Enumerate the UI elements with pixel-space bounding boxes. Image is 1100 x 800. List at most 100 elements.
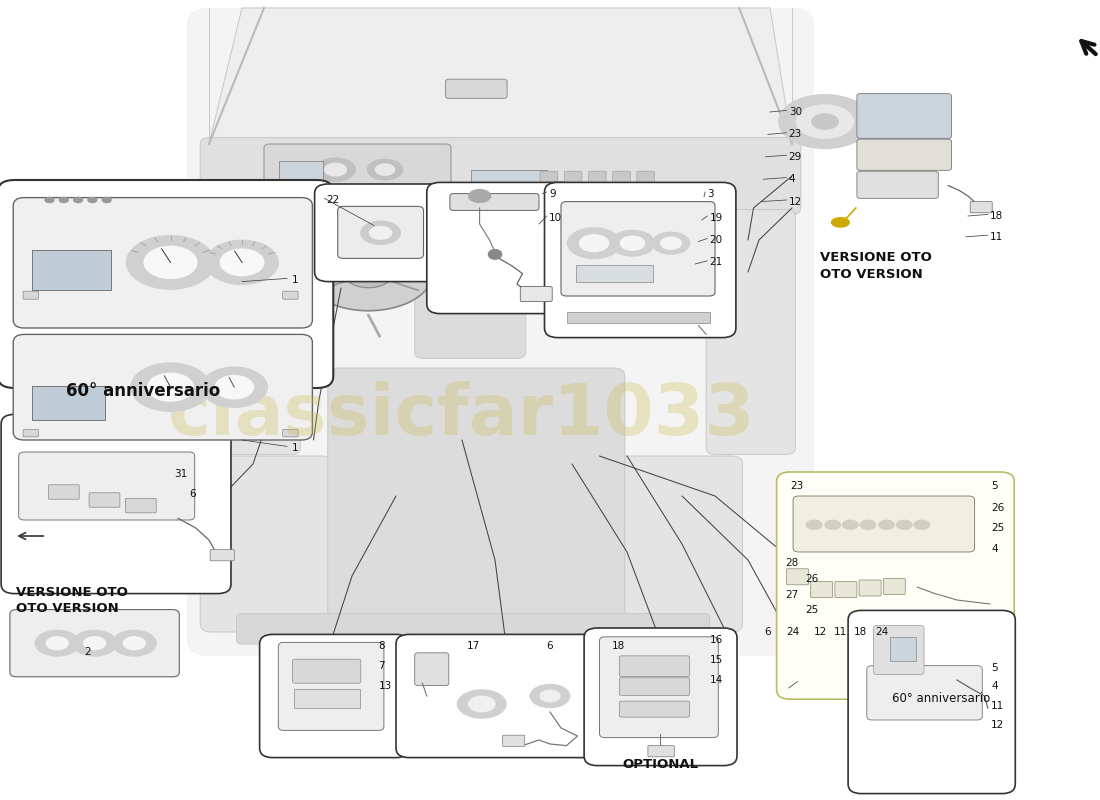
FancyBboxPatch shape bbox=[338, 206, 424, 258]
Text: 16: 16 bbox=[710, 635, 723, 645]
FancyBboxPatch shape bbox=[786, 569, 808, 585]
FancyBboxPatch shape bbox=[293, 659, 361, 683]
FancyBboxPatch shape bbox=[970, 202, 992, 213]
Ellipse shape bbox=[796, 105, 854, 138]
Text: 11: 11 bbox=[834, 627, 847, 637]
FancyBboxPatch shape bbox=[415, 186, 526, 358]
Polygon shape bbox=[305, 237, 432, 310]
FancyBboxPatch shape bbox=[0, 180, 333, 388]
FancyBboxPatch shape bbox=[450, 194, 539, 210]
FancyBboxPatch shape bbox=[236, 614, 710, 644]
FancyBboxPatch shape bbox=[811, 582, 833, 598]
Text: 4: 4 bbox=[991, 682, 998, 691]
FancyBboxPatch shape bbox=[32, 250, 111, 290]
Ellipse shape bbox=[370, 226, 392, 239]
Ellipse shape bbox=[914, 520, 929, 530]
Ellipse shape bbox=[469, 696, 495, 712]
Text: 11: 11 bbox=[991, 701, 1004, 710]
FancyBboxPatch shape bbox=[619, 678, 690, 695]
Ellipse shape bbox=[375, 164, 395, 175]
Text: 18: 18 bbox=[990, 211, 1003, 221]
Text: 5: 5 bbox=[991, 482, 998, 491]
FancyBboxPatch shape bbox=[867, 666, 982, 720]
FancyBboxPatch shape bbox=[648, 746, 674, 757]
FancyBboxPatch shape bbox=[396, 634, 604, 758]
Text: 24: 24 bbox=[876, 627, 889, 637]
FancyBboxPatch shape bbox=[619, 701, 690, 717]
FancyBboxPatch shape bbox=[588, 171, 606, 193]
FancyBboxPatch shape bbox=[857, 171, 938, 198]
Text: 24: 24 bbox=[786, 627, 800, 637]
Ellipse shape bbox=[123, 637, 145, 650]
Text: 11: 11 bbox=[990, 232, 1003, 242]
Text: 13: 13 bbox=[378, 682, 392, 691]
Ellipse shape bbox=[131, 363, 210, 411]
FancyBboxPatch shape bbox=[294, 689, 360, 708]
Ellipse shape bbox=[806, 520, 822, 530]
Text: classicfar1033: classicfar1033 bbox=[168, 382, 756, 450]
Text: 23: 23 bbox=[789, 130, 802, 139]
FancyBboxPatch shape bbox=[835, 582, 857, 598]
Text: 12: 12 bbox=[991, 720, 1004, 730]
FancyBboxPatch shape bbox=[564, 171, 582, 193]
Ellipse shape bbox=[652, 232, 690, 254]
Ellipse shape bbox=[367, 159, 403, 180]
Ellipse shape bbox=[825, 520, 840, 530]
FancyBboxPatch shape bbox=[1, 414, 231, 594]
FancyBboxPatch shape bbox=[48, 485, 79, 499]
Ellipse shape bbox=[112, 630, 156, 656]
Text: 15: 15 bbox=[710, 655, 723, 665]
Ellipse shape bbox=[661, 238, 681, 249]
Text: 12: 12 bbox=[814, 627, 827, 637]
Text: 1: 1 bbox=[292, 275, 298, 285]
FancyBboxPatch shape bbox=[328, 368, 625, 632]
Ellipse shape bbox=[458, 690, 506, 718]
Ellipse shape bbox=[59, 198, 68, 202]
FancyBboxPatch shape bbox=[883, 578, 905, 594]
FancyBboxPatch shape bbox=[520, 286, 552, 302]
Text: VERSIONE OTO: VERSIONE OTO bbox=[16, 586, 129, 598]
Text: 18: 18 bbox=[854, 627, 867, 637]
Text: 1: 1 bbox=[292, 443, 298, 453]
Text: 18: 18 bbox=[612, 642, 625, 651]
Ellipse shape bbox=[779, 94, 871, 149]
Ellipse shape bbox=[220, 249, 264, 276]
Ellipse shape bbox=[530, 685, 570, 707]
Ellipse shape bbox=[469, 190, 491, 202]
FancyBboxPatch shape bbox=[125, 498, 156, 513]
FancyBboxPatch shape bbox=[566, 312, 710, 323]
FancyBboxPatch shape bbox=[187, 8, 814, 656]
Text: 4: 4 bbox=[789, 174, 795, 184]
Circle shape bbox=[488, 250, 502, 259]
FancyBboxPatch shape bbox=[706, 210, 795, 454]
Text: 26: 26 bbox=[991, 503, 1004, 513]
Ellipse shape bbox=[126, 236, 214, 289]
Ellipse shape bbox=[45, 198, 54, 202]
Text: 17: 17 bbox=[466, 642, 480, 651]
Text: OTO VERSION: OTO VERSION bbox=[16, 602, 119, 614]
FancyBboxPatch shape bbox=[32, 386, 105, 420]
Ellipse shape bbox=[74, 198, 82, 202]
Text: 25: 25 bbox=[991, 523, 1004, 533]
FancyBboxPatch shape bbox=[200, 138, 801, 214]
FancyBboxPatch shape bbox=[200, 456, 332, 632]
Ellipse shape bbox=[147, 374, 194, 401]
FancyBboxPatch shape bbox=[857, 94, 952, 138]
FancyBboxPatch shape bbox=[210, 550, 234, 561]
FancyBboxPatch shape bbox=[10, 610, 179, 677]
FancyBboxPatch shape bbox=[23, 430, 38, 437]
Text: 5: 5 bbox=[991, 663, 998, 673]
Text: 28: 28 bbox=[785, 558, 799, 568]
FancyBboxPatch shape bbox=[264, 144, 451, 196]
FancyBboxPatch shape bbox=[19, 452, 195, 520]
Text: 14: 14 bbox=[710, 675, 723, 685]
FancyBboxPatch shape bbox=[283, 291, 298, 299]
Polygon shape bbox=[344, 259, 393, 288]
FancyBboxPatch shape bbox=[427, 182, 574, 314]
FancyBboxPatch shape bbox=[503, 735, 525, 746]
Ellipse shape bbox=[102, 198, 111, 202]
FancyBboxPatch shape bbox=[315, 184, 456, 282]
Text: 27: 27 bbox=[785, 590, 799, 600]
Text: 29: 29 bbox=[789, 152, 802, 162]
Ellipse shape bbox=[568, 228, 620, 258]
